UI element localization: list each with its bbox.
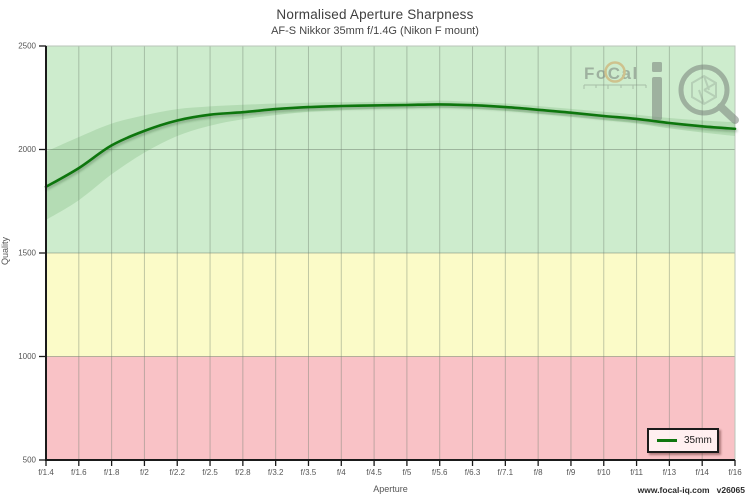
y-tick-label: 500 (23, 456, 37, 465)
x-tick-label: f/1.6 (71, 468, 87, 477)
x-tick-label: f/2 (140, 468, 149, 477)
y-tick-label: 1500 (18, 249, 36, 258)
focal-iq-watermark: FoCal (583, 61, 739, 124)
x-tick-label: f/5 (402, 468, 411, 477)
x-tick-label: f/1.8 (104, 468, 120, 477)
footer-credit: www.focal-iq.com v26065 (638, 485, 745, 495)
x-tick-label: f/2.2 (169, 468, 185, 477)
aperture-ring-icon (604, 61, 626, 83)
x-tick-label: f/8 (534, 468, 543, 477)
x-tick-label: f/10 (597, 468, 611, 477)
quality-band (46, 253, 735, 357)
x-tick-label: f/5.6 (432, 468, 448, 477)
x-tick-label: f/9 (566, 468, 575, 477)
series-line (44, 103, 737, 189)
x-tick-label: f/7.1 (498, 468, 514, 477)
iq-monogram-icon (652, 62, 739, 124)
x-tick-label: f/6.3 (465, 468, 481, 477)
page-title: Normalised Aperture Sharpness (276, 7, 474, 22)
y-tick-label: 2000 (18, 145, 36, 154)
x-tick-label: f/11 (630, 468, 643, 477)
footer-site: www.focal-iq.com (637, 485, 710, 495)
footer-version: v26065 (716, 485, 745, 495)
x-tick-label: f/13 (663, 468, 677, 477)
x-tick-label: f/2.8 (235, 468, 251, 477)
x-tick-label: f/4 (337, 468, 346, 477)
quality-band (46, 356, 735, 460)
x-tick-label: f/3.5 (301, 468, 317, 477)
focus-scale-icon (583, 84, 647, 89)
legend: 35mm (647, 428, 719, 453)
legend-label: 35mm (684, 435, 712, 446)
x-tick-label: f/14 (696, 468, 710, 477)
y-tick-label: 1000 (18, 352, 36, 361)
x-tick-label: f/2.5 (202, 468, 218, 477)
legend-line-swatch (657, 439, 677, 442)
x-tick-label: f/4.5 (366, 468, 382, 477)
x-tick-label: f/16 (728, 468, 742, 477)
x-axis-title: Aperture (373, 484, 408, 494)
x-tick-label: f/3.2 (268, 468, 284, 477)
y-tick-label: 2500 (18, 42, 36, 51)
x-tick-label: f/1.4 (38, 468, 54, 477)
y-axis-title: Quality (0, 237, 10, 266)
page-subtitle: AF-S Nikkor 35mm f/1.4G (Nikon F mount) (271, 25, 479, 37)
